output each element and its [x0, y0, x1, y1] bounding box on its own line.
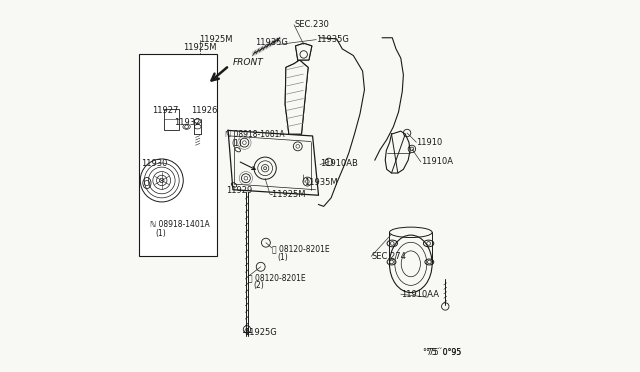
Text: 11932: 11932 — [174, 119, 201, 128]
Text: 11925M: 11925M — [183, 43, 216, 52]
Text: SEC.230: SEC.230 — [294, 20, 329, 29]
Text: 11910AB: 11910AB — [320, 159, 358, 168]
Text: (1): (1) — [231, 139, 242, 148]
Text: -11925M: -11925M — [270, 190, 307, 199]
Text: (2): (2) — [253, 281, 264, 290]
Text: 11910AA: 11910AA — [401, 290, 439, 299]
Text: Ⓡ 08120-8201E: Ⓡ 08120-8201E — [248, 273, 306, 282]
Text: 11910A: 11910A — [421, 157, 453, 166]
Polygon shape — [285, 60, 308, 134]
Text: Ⓑ 08120-8201E: Ⓑ 08120-8201E — [272, 244, 330, 253]
Text: (1): (1) — [277, 253, 288, 262]
Text: FRONT: FRONT — [233, 58, 264, 67]
Text: 11927: 11927 — [152, 106, 179, 115]
Text: 11925G: 11925G — [244, 328, 276, 337]
Text: 11929: 11929 — [226, 186, 252, 195]
Polygon shape — [296, 43, 312, 60]
Text: (1): (1) — [155, 229, 166, 238]
Text: °75´0°95: °75´0°95 — [425, 347, 461, 356]
Text: ℕ 08918-1081A: ℕ 08918-1081A — [225, 129, 284, 139]
Text: 11935G: 11935G — [255, 38, 289, 47]
Text: 11910: 11910 — [417, 138, 443, 147]
Text: 11926: 11926 — [191, 106, 218, 115]
Text: 11930: 11930 — [141, 159, 168, 168]
Text: 11925M: 11925M — [200, 35, 233, 44]
Text: ℕ 08918-1401A: ℕ 08918-1401A — [150, 221, 209, 230]
Text: °75´ 0°95: °75´ 0°95 — [423, 347, 461, 356]
Text: 11935G: 11935G — [316, 35, 349, 44]
Bar — [164, 109, 179, 130]
Bar — [139, 54, 217, 256]
Text: 11935M: 11935M — [304, 178, 338, 187]
Text: SEC.274: SEC.274 — [371, 252, 406, 261]
